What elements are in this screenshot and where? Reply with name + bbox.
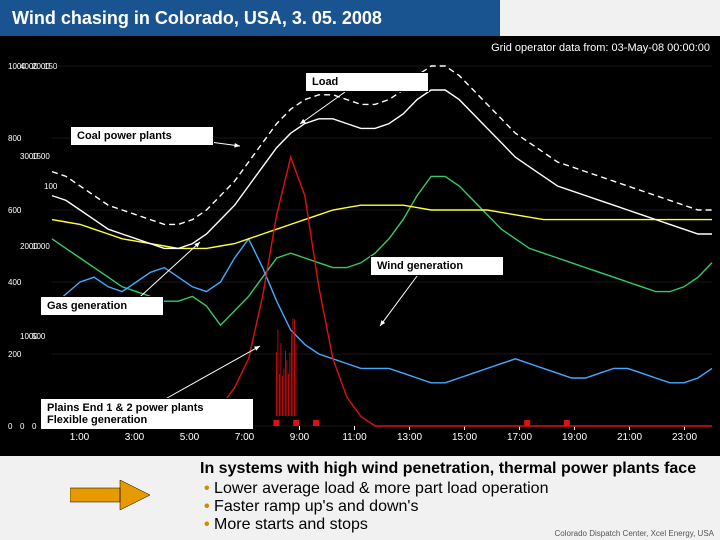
- caption-headline: In systems with high wind penetration, t…: [200, 460, 700, 478]
- svg-text:13:00: 13:00: [397, 432, 422, 443]
- svg-text:0: 0: [20, 422, 25, 431]
- source-credit: Colorado Dispatch Center, Xcel Energy, U…: [555, 529, 714, 538]
- svg-text:11:00: 11:00: [342, 432, 367, 443]
- svg-text:21:00: 21:00: [617, 432, 642, 443]
- svg-text:0: 0: [8, 422, 13, 431]
- caption-bullets: Lower average load & more part load oper…: [204, 480, 700, 534]
- caption-bullet: Faster ramp up's and down's: [204, 498, 700, 516]
- svg-text:9:00: 9:00: [290, 432, 310, 443]
- callout-gas: Gas generation: [40, 296, 164, 316]
- caption-block: In systems with high wind penetration, t…: [200, 460, 700, 534]
- svg-text:19:00: 19:00: [562, 432, 587, 443]
- svg-text:1:00: 1:00: [70, 432, 90, 443]
- chart-svg: 0200400600800100001000200030004000050010…: [0, 36, 720, 456]
- arrow-icon: [70, 480, 150, 510]
- svg-text:0: 0: [32, 422, 37, 431]
- callout-coal: Coal power plants: [70, 126, 214, 146]
- caption-bullet: Lower average load & more part load oper…: [204, 480, 700, 498]
- svg-text:150: 150: [44, 62, 58, 71]
- svg-text:3:00: 3:00: [125, 432, 145, 443]
- svg-text:600: 600: [8, 206, 22, 215]
- callout-load: Load: [305, 72, 429, 92]
- callout-wind: Wind generation: [370, 256, 504, 276]
- slide-title: Wind chasing in Colorado, USA, 3. 05. 20…: [0, 0, 500, 36]
- svg-text:100: 100: [44, 182, 58, 191]
- svg-text:23:00: 23:00: [672, 432, 697, 443]
- svg-text:1000: 1000: [32, 242, 50, 251]
- callout-plains: Plains End 1 & 2 power plantsFlexible ge…: [40, 398, 254, 430]
- svg-text:7:00: 7:00: [235, 432, 255, 443]
- timeseries-chart: Grid operator data from: 03-May-08 00:00…: [0, 36, 720, 456]
- svg-text:400: 400: [8, 278, 22, 287]
- svg-text:1500: 1500: [32, 152, 50, 161]
- svg-text:5:00: 5:00: [180, 432, 200, 443]
- page-root: Wind chasing in Colorado, USA, 3. 05. 20…: [0, 0, 720, 540]
- svg-text:800: 800: [8, 134, 22, 143]
- svg-text:200: 200: [8, 350, 22, 359]
- svg-text:15:00: 15:00: [452, 432, 477, 443]
- svg-text:17:00: 17:00: [507, 432, 532, 443]
- svg-text:500: 500: [32, 332, 46, 341]
